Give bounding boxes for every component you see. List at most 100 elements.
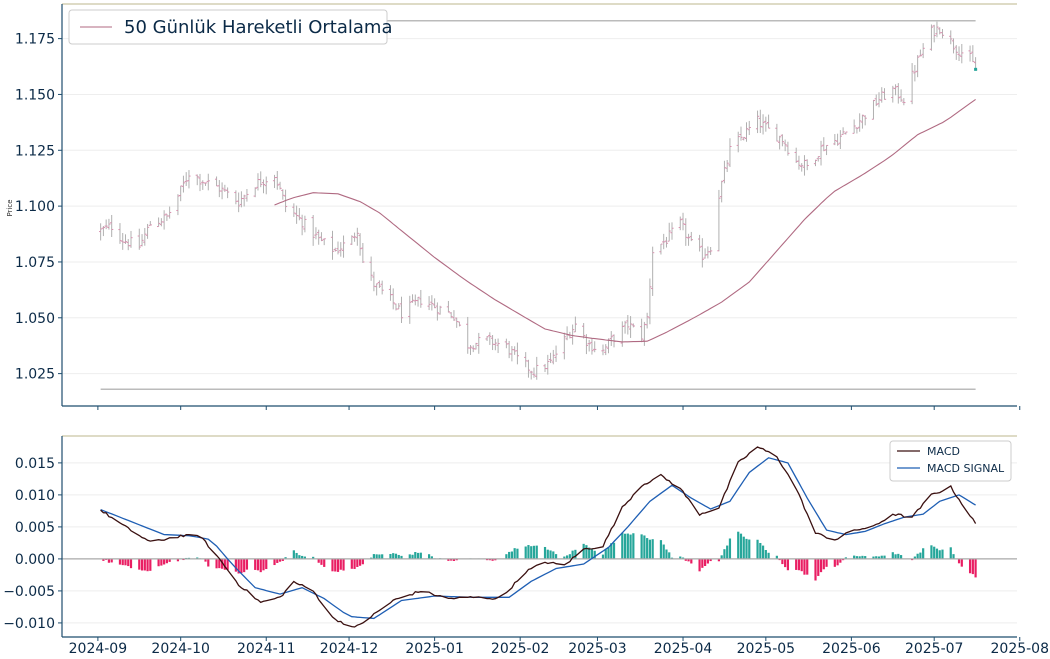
price-y-tick-label: 1.125	[15, 143, 55, 159]
macd-y-tick-label: 0.010	[15, 488, 55, 504]
macd-histogram-bar	[883, 555, 886, 559]
macd-histogram-bar	[284, 557, 287, 559]
macd-histogram-bar	[168, 558, 171, 562]
price-y-tick-label: 1.050	[15, 311, 55, 327]
macd-histogram-bar	[756, 539, 759, 559]
macd-histogram-bar	[121, 558, 124, 566]
macd-histogram-bar	[350, 558, 353, 569]
macd-histogram-bar	[897, 553, 900, 559]
macd-histogram-bar	[819, 558, 823, 573]
macd-histogram-bar	[971, 558, 974, 575]
macd-histogram-bar	[607, 546, 610, 559]
price-y-tick-label: 1.150	[15, 87, 55, 103]
price-y-tick-label: 1.025	[15, 367, 55, 383]
macd-histogram-bar	[568, 554, 571, 559]
macd-histogram-bar	[916, 553, 919, 559]
macd-histogram-bar	[223, 558, 226, 570]
macd-histogram-bar	[922, 548, 925, 559]
macd-histogram-bar	[764, 550, 767, 559]
macd-histogram-bar	[331, 558, 334, 572]
macd-histogram-bar	[361, 558, 364, 565]
macd-histogram-bar	[844, 557, 847, 559]
x-tick-label: 2025-03	[568, 641, 627, 657]
macd-histogram-bar	[687, 558, 690, 562]
macd-histogram-bar	[124, 558, 127, 566]
price-plot-background	[62, 4, 1017, 406]
price-panel: 1.025 1.050 1.075 1.100 1.125 1.150 1.175 Pric…	[6, 3, 1017, 407]
macd-histogram-bar	[662, 544, 665, 559]
macd-histogram-bar	[797, 558, 801, 571]
macd-histogram-bar	[748, 539, 751, 559]
macd-histogram-bar	[138, 558, 141, 570]
macd-histogram-bar	[204, 558, 207, 562]
price-y-tick-label: 1.075	[15, 255, 55, 271]
macd-histogram-bar	[775, 555, 778, 559]
macd-histogram-bar	[358, 558, 362, 566]
x-tick-label: 2024-10	[151, 641, 210, 657]
macd-histogram-bar	[554, 554, 558, 559]
macd-histogram-bar	[566, 555, 569, 559]
macd-histogram-bar	[196, 557, 199, 559]
macd-histogram-bar	[143, 558, 146, 571]
macd-histogram-bar	[298, 555, 301, 559]
macd-histogram-bar	[375, 554, 378, 559]
macd-histogram-bar	[430, 556, 433, 559]
macd-histogram-bar	[941, 549, 944, 559]
macd-histogram-bar	[858, 556, 861, 559]
macd-histogram-bar	[706, 558, 709, 564]
macd-histogram-bar	[215, 558, 218, 569]
price-y-tick-label: 1.100	[15, 199, 55, 215]
macd-histogram-bar	[784, 558, 787, 568]
x-tick-label: 2024-11	[237, 641, 296, 657]
macd-histogram-bar	[218, 558, 221, 569]
macd-histogram-bar	[317, 558, 320, 563]
macd-histogram	[99, 531, 977, 581]
macd-histogram-bar	[935, 548, 939, 559]
x-tick-label: 2025-04	[654, 641, 713, 657]
macd-histogram-bar	[957, 558, 961, 564]
macd-histogram-bar	[160, 558, 163, 566]
macd-histogram-bar	[612, 542, 616, 559]
macd-histogram-bar	[535, 545, 538, 559]
macd-histogram-bar	[416, 552, 420, 559]
macd-histogram-bar	[334, 558, 337, 572]
macd-histogram-bar	[659, 540, 663, 559]
macd-histogram-bar	[726, 545, 729, 559]
macd-histogram-bar	[745, 538, 748, 559]
macd-histogram-bar	[701, 558, 704, 568]
price-y-ticks: 1.025 1.050 1.075 1.100 1.125 1.150 1.175	[15, 32, 62, 383]
macd-histogram-bar	[855, 556, 859, 559]
macd-histogram-bar	[549, 550, 552, 559]
macd-histogram-bar	[513, 548, 516, 559]
macd-histogram-bar	[632, 533, 635, 559]
macd-histogram-bar	[353, 558, 356, 569]
macd-histogram-bar	[508, 551, 511, 559]
macd-histogram-bar	[913, 556, 916, 559]
macd-histogram-bar	[833, 558, 836, 567]
macd-histogram-bar	[704, 558, 707, 567]
macd-histogram-bar	[237, 558, 240, 574]
macd-histogram-bar	[301, 555, 304, 559]
macd-histogram-bar	[717, 558, 721, 562]
macd-histogram-bar	[281, 558, 284, 561]
macd-histogram-bar	[938, 550, 941, 559]
macd-histogram-bar	[723, 549, 726, 559]
macd-histogram-bar	[651, 539, 654, 559]
macd-histogram-bar	[176, 558, 180, 562]
price-legend-box	[68, 9, 388, 45]
macd-histogram-bar	[276, 558, 279, 563]
macd-histogram-bar	[140, 558, 144, 571]
macd-histogram-bar	[604, 549, 607, 559]
macd-histogram-bar	[919, 552, 922, 559]
macd-histogram-bar	[389, 553, 392, 559]
legend-macd-label: MACD	[927, 445, 960, 458]
macd-histogram-bar	[226, 558, 229, 570]
macd-histogram-bar	[891, 552, 894, 559]
price-ylabel: Price	[6, 199, 14, 216]
macd-histogram-bar	[339, 558, 342, 570]
macd-histogram-bar	[527, 545, 530, 559]
macd-histogram-bar	[118, 558, 122, 565]
macd-histogram-bar	[836, 558, 839, 566]
macd-histogram-bar	[234, 558, 237, 572]
